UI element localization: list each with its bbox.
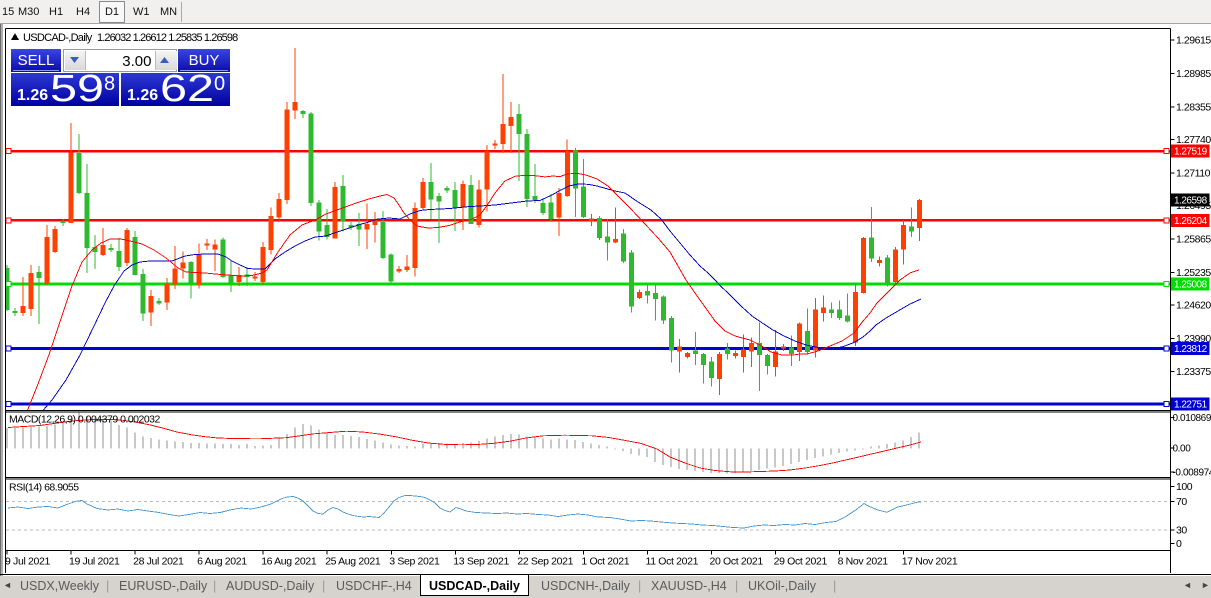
svg-text:1.29615: 1.29615 — [1176, 35, 1211, 47]
svg-text:USDCAD-,Daily: USDCAD-,Daily — [23, 32, 93, 44]
svg-text:1.27110: 1.27110 — [1176, 168, 1211, 180]
svg-text:1.23812: 1.23812 — [1174, 344, 1208, 355]
svg-text:0.00: 0.00 — [1173, 443, 1192, 454]
svg-text:70: 70 — [1176, 496, 1187, 508]
svg-text:1.22751: 1.22751 — [1174, 400, 1208, 411]
svg-text:1.28985: 1.28985 — [1176, 68, 1211, 80]
svg-text:1.24620: 1.24620 — [1176, 300, 1211, 312]
svg-text:-0.008974: -0.008974 — [1173, 467, 1211, 478]
svg-text:20 Oct 2021: 20 Oct 2021 — [710, 556, 764, 568]
svg-text:16 Aug 2021: 16 Aug 2021 — [261, 556, 317, 568]
svg-text:0.010869: 0.010869 — [1173, 413, 1211, 424]
svg-text:1.26032 1.26612 1.25835 1.2659: 1.26032 1.26612 1.25835 1.26598 — [97, 32, 238, 44]
svg-text:1.25865: 1.25865 — [1176, 234, 1211, 246]
svg-text:9 Jul 2021: 9 Jul 2021 — [5, 556, 50, 568]
svg-text:1.23375: 1.23375 — [1176, 366, 1211, 378]
svg-text:1.25008: 1.25008 — [1174, 280, 1208, 291]
svg-text:RSI(14) 68.9055: RSI(14) 68.9055 — [9, 482, 79, 494]
svg-text:1 Oct 2021: 1 Oct 2021 — [581, 556, 629, 568]
svg-text:0: 0 — [1176, 538, 1182, 550]
svg-text:17 Nov 2021: 17 Nov 2021 — [902, 556, 958, 568]
svg-text:29 Oct 2021: 29 Oct 2021 — [774, 556, 828, 568]
svg-text:8 Nov 2021: 8 Nov 2021 — [838, 556, 889, 568]
svg-text:1.26598: 1.26598 — [1174, 195, 1208, 206]
svg-text:1.26204: 1.26204 — [1174, 216, 1208, 227]
svg-text:1.27740: 1.27740 — [1176, 134, 1211, 146]
svg-text:28 Jul 2021: 28 Jul 2021 — [133, 556, 184, 568]
svg-text:30: 30 — [1176, 524, 1187, 536]
svg-text:6 Aug 2021: 6 Aug 2021 — [197, 556, 247, 568]
svg-text:1.27519: 1.27519 — [1174, 147, 1208, 158]
svg-text:13 Sep 2021: 13 Sep 2021 — [453, 556, 509, 568]
svg-text:11 Oct 2021: 11 Oct 2021 — [646, 556, 699, 568]
svg-text:100: 100 — [1176, 481, 1193, 493]
svg-text:1.25235: 1.25235 — [1176, 267, 1211, 279]
svg-text:1.28355: 1.28355 — [1176, 101, 1211, 113]
svg-text:3 Sep 2021: 3 Sep 2021 — [389, 556, 440, 568]
svg-text:22 Sep 2021: 22 Sep 2021 — [517, 556, 573, 568]
svg-text:19 Jul 2021: 19 Jul 2021 — [69, 556, 120, 568]
svg-text:25 Aug 2021: 25 Aug 2021 — [325, 556, 381, 568]
svg-text:MACD(12,26,9) 0.004379 0.00203: MACD(12,26,9) 0.004379 0.002032 — [9, 414, 161, 426]
